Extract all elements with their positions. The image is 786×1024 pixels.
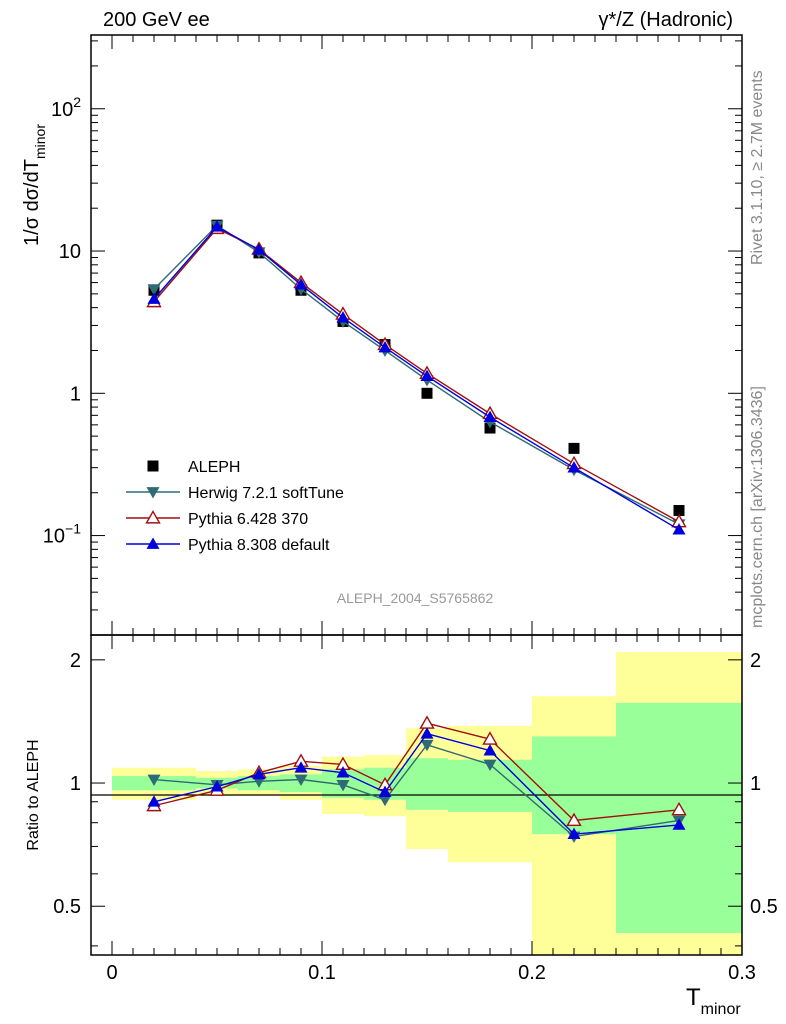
series-line bbox=[153, 227, 680, 523]
legend-marker bbox=[147, 460, 159, 472]
x-axis-label: Tminor bbox=[686, 984, 741, 1018]
legend-marker bbox=[145, 510, 161, 524]
ratio-y-tick-label-right: 0.5 bbox=[750, 896, 778, 918]
ratio-point bbox=[147, 774, 161, 787]
legend-label: Herwig 7.2.1 softTune bbox=[188, 485, 344, 502]
x-tick-label: 0 bbox=[106, 962, 117, 984]
main-y-tick-label: 10 bbox=[59, 241, 81, 263]
header-left: 200 GeV ee bbox=[103, 9, 210, 31]
ratio-y-tick-label: 2 bbox=[70, 650, 81, 672]
rivet-label: Rivet 3.1.10, ≥ 2.7M events bbox=[749, 70, 766, 265]
ratio-y-tick-label-right: 1 bbox=[750, 773, 761, 795]
ratio-point bbox=[482, 731, 498, 745]
data-point bbox=[378, 340, 392, 353]
ratio-band-stat bbox=[406, 758, 448, 810]
ratio-y-tick-label: 0.5 bbox=[53, 896, 81, 918]
data-point bbox=[147, 284, 161, 296]
ratio-y-tick-label: 1 bbox=[70, 773, 81, 795]
ratio-panel: 0.5 0.5 1 1 2 2 0 0.1 0.2 0.3 bbox=[53, 634, 778, 984]
ratio-point bbox=[210, 780, 224, 792]
ratio-point bbox=[483, 744, 497, 756]
ratio-point bbox=[336, 766, 350, 778]
data-point bbox=[252, 243, 266, 255]
series-3 bbox=[147, 220, 686, 535]
series-line bbox=[153, 224, 680, 525]
ratio-y-label: Ratio to ALEPH bbox=[25, 739, 42, 850]
mcplots-label: mcplots.cern.ch [arXiv:1306.3436] bbox=[749, 386, 766, 628]
main-y-tick-label: 1 bbox=[70, 383, 81, 405]
ratio-point bbox=[336, 779, 350, 792]
legend-marker bbox=[146, 487, 160, 499]
ratio-series-line bbox=[153, 732, 680, 835]
legend-label: ALEPH bbox=[188, 459, 240, 476]
legend-label: Pythia 8.308 default bbox=[188, 537, 330, 554]
data-point bbox=[672, 523, 686, 535]
data-point bbox=[147, 292, 161, 304]
data-point bbox=[294, 278, 308, 290]
analysis-id: ALEPH_2004_S5765862 bbox=[337, 590, 494, 606]
legend: ALEPH Herwig 7.2.1 softTune Pythia 6.428 3… bbox=[126, 459, 344, 554]
ratio-point bbox=[420, 739, 434, 752]
data-point bbox=[421, 387, 433, 399]
ratio-point bbox=[378, 794, 392, 807]
header-right: γ*/Z (Hadronic) bbox=[599, 9, 733, 31]
ratio-point bbox=[420, 727, 434, 739]
data-point bbox=[673, 505, 685, 517]
legend-marker bbox=[146, 537, 160, 549]
ratio-point bbox=[147, 795, 161, 807]
ratio-point bbox=[672, 818, 686, 830]
data-point bbox=[483, 410, 497, 422]
series-2 bbox=[146, 220, 687, 528]
ratio-point bbox=[252, 767, 266, 780]
series-line bbox=[153, 225, 680, 531]
legend-label: Pythia 6.428 370 bbox=[188, 511, 308, 528]
x-tick-label: 0.3 bbox=[728, 962, 756, 984]
ratio-series-0 bbox=[147, 739, 686, 844]
data-point bbox=[336, 311, 350, 323]
ratio-point bbox=[378, 785, 392, 798]
ratio-point bbox=[671, 801, 687, 816]
ratio-y-tick-label-right: 2 bbox=[750, 650, 761, 672]
data-point bbox=[210, 220, 224, 232]
main-y-tick-label: 10−1 bbox=[43, 521, 81, 548]
data-point bbox=[568, 442, 580, 454]
x-tick-label: 0.2 bbox=[518, 962, 546, 984]
ratio-series-line bbox=[153, 722, 680, 822]
ratio-point bbox=[294, 761, 308, 773]
ratio-point bbox=[294, 774, 308, 787]
ratio-point bbox=[567, 827, 581, 840]
main-y-label: 1/σ dσ/dTminor bbox=[21, 124, 48, 246]
ratio-point bbox=[419, 715, 435, 729]
ratio-frame bbox=[90, 634, 743, 956]
ratio-point bbox=[566, 812, 582, 827]
data-point bbox=[567, 461, 581, 473]
x-tick-label: 0.1 bbox=[308, 962, 336, 984]
ratio-point bbox=[483, 759, 497, 771]
main-y-tick-label: 102 bbox=[51, 94, 81, 121]
data-point bbox=[420, 369, 434, 382]
ratio-series-2 bbox=[147, 727, 686, 840]
main-panel: 10−1 1 10 102 ALEPH_2004_S5765862 ALEPH Herw… bbox=[43, 34, 743, 636]
ratio-series-line bbox=[153, 743, 680, 838]
